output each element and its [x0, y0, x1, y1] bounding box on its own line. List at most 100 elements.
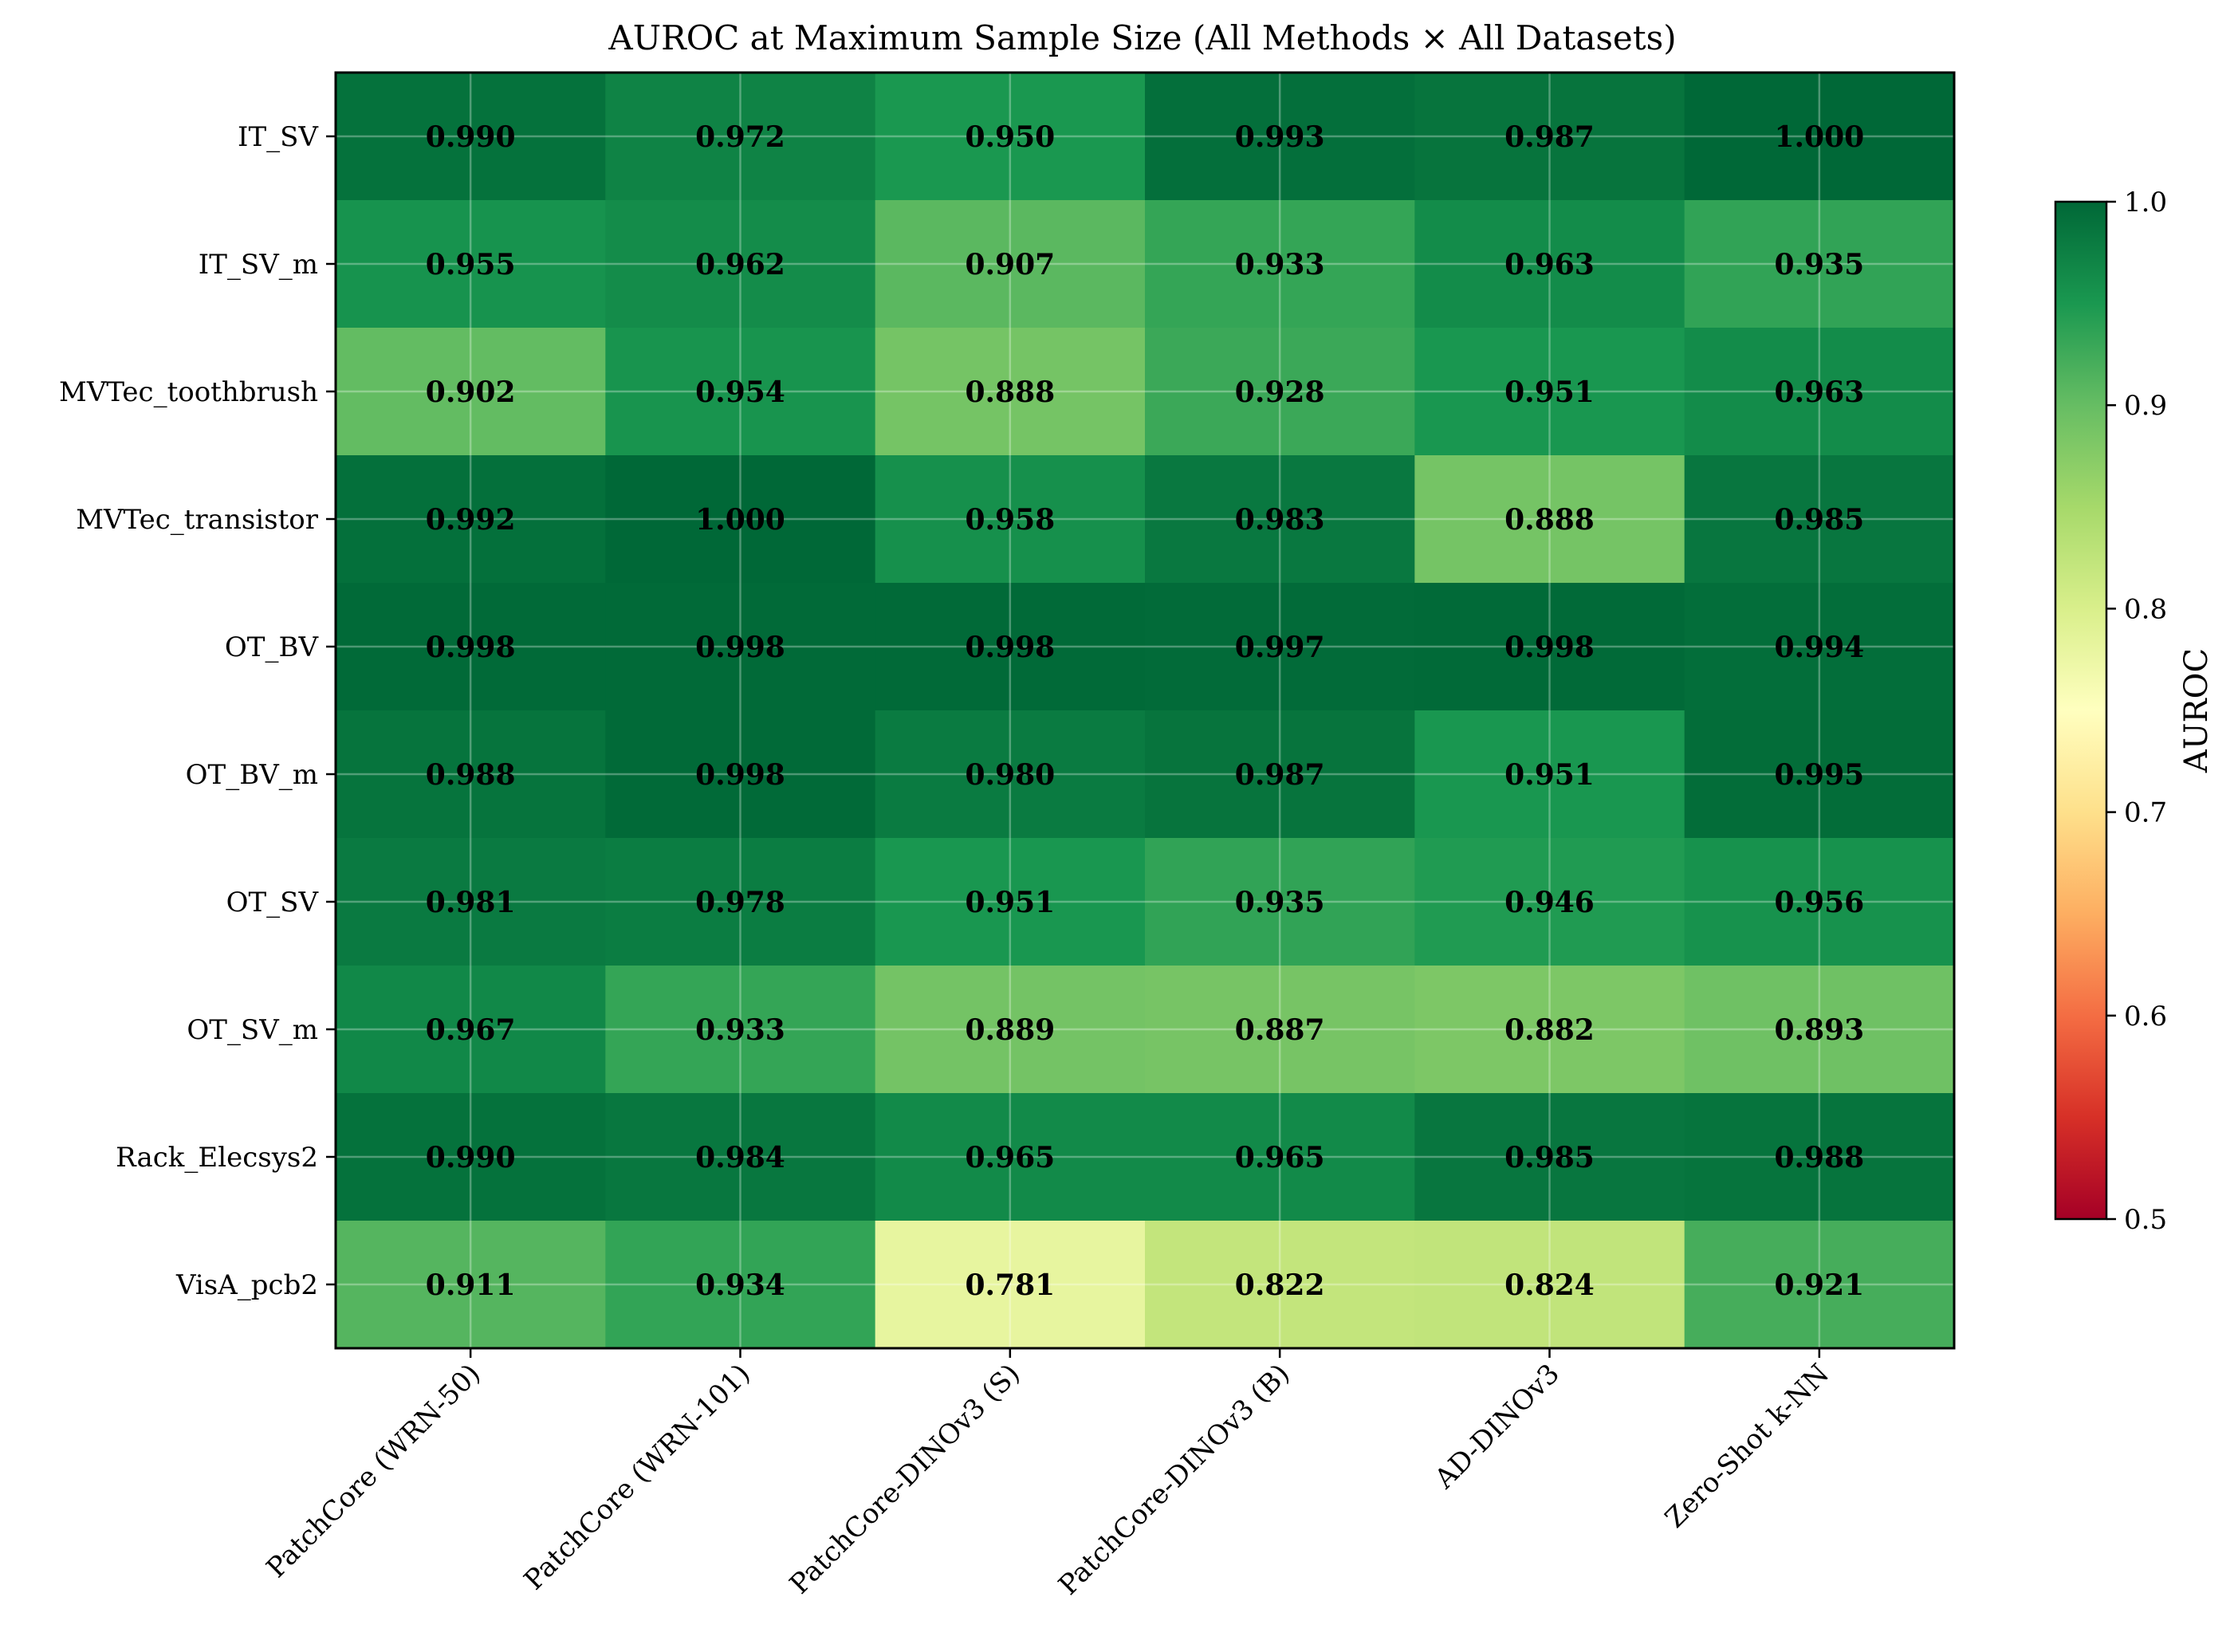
cell-value-label: 0.951	[965, 886, 1055, 919]
cell-value-label: 1.000	[1774, 120, 1864, 154]
colorbar-ticks: 0.5 0.6 0.7 0.8 0.9 1.0	[2106, 187, 2167, 1236]
cell-value-label: 0.958	[965, 503, 1055, 537]
x-tick-label: PatchCore-DINOv3 (B)	[1052, 1358, 1296, 1602]
cell-value-label: 0.965	[965, 1141, 1055, 1174]
y-tick-label: IT_SV	[238, 121, 319, 153]
colorbar-tick-label: 0.9	[2124, 390, 2167, 422]
heatmap-cell	[1684, 710, 1955, 839]
x-tick-label: Zero-Shot k-NN	[1659, 1358, 1835, 1534]
cell-value-label: 0.967	[426, 1013, 516, 1047]
y-tick-label: MVTec_toothbrush	[59, 376, 318, 408]
cell-value-label: 0.887	[1235, 1013, 1325, 1047]
cell-value-label: 0.781	[965, 1268, 1055, 1302]
cell-value-label: 0.893	[1774, 1013, 1864, 1047]
heatmap-cell	[336, 966, 606, 1094]
colorbar-tick-label: 0.7	[2124, 797, 2167, 829]
heatmap-cell	[875, 710, 1146, 839]
cell-value-labels: 0.990 0.972 0.950 0.993 0.987 1.000 0.955 0.962…	[426, 120, 1864, 1302]
plot-frame	[334, 71, 1956, 1350]
heatmap-cell	[605, 710, 876, 839]
cell-value-label: 0.907	[965, 248, 1055, 281]
heatmap-cell	[1414, 1093, 1685, 1221]
cell-value-label: 0.990	[426, 120, 516, 154]
cell-value-label: 0.889	[965, 1013, 1055, 1047]
heatmap-cell	[605, 1221, 876, 1349]
cell-value-label: 0.888	[965, 376, 1055, 409]
heatmap-cell	[1145, 1221, 1415, 1349]
cell-value-label: 0.995	[1774, 758, 1864, 792]
heatmap-cell	[1145, 73, 1415, 201]
heatmap-cell	[1684, 328, 1955, 456]
cell-value-label: 0.981	[426, 886, 516, 919]
cell-value-label: 0.963	[1504, 248, 1595, 281]
heatmap-cell	[1145, 710, 1415, 839]
heatmap-cell	[1684, 838, 1955, 966]
cell-value-label: 0.988	[1774, 1141, 1864, 1174]
y-tick-label: IT_SV_m	[199, 249, 318, 281]
heatmap-cell	[1684, 1221, 1955, 1349]
heatmap-cell	[336, 838, 606, 966]
heatmap-cell	[1684, 200, 1955, 328]
cell-value-label: 0.882	[1504, 1013, 1595, 1047]
cell-value-label: 0.988	[426, 758, 516, 792]
heatmap-cell	[875, 73, 1146, 201]
heatmap-cell	[1145, 328, 1415, 456]
heatmap-cell	[1414, 200, 1685, 328]
heatmap-cell	[1145, 966, 1415, 1094]
heatmap-cell	[1145, 455, 1415, 584]
cell-value-label: 0.822	[1235, 1268, 1325, 1302]
heatmap-cell	[1145, 1093, 1415, 1221]
cell-value-label: 0.928	[1235, 376, 1325, 409]
heatmap-cell	[1414, 73, 1685, 201]
x-axis: PatchCore (WRN-50) PatchCore (WRN-101) Pat…	[261, 1348, 1835, 1602]
y-tick-label: Rack_Elecsys2	[116, 1142, 318, 1174]
colorbar-tick-label: 0.5	[2124, 1204, 2167, 1236]
heatmap-cell	[1684, 583, 1955, 711]
heatmap-cell	[875, 966, 1146, 1094]
heatmap-cell	[1145, 200, 1415, 328]
cell-value-label: 0.962	[695, 248, 785, 281]
cell-value-label: 0.946	[1504, 886, 1595, 919]
x-tick-label: PatchCore (WRN-50)	[261, 1358, 487, 1584]
x-tick-label: AD-DINOv3	[1428, 1358, 1566, 1496]
heatmap-cell	[605, 73, 876, 201]
heatmap-cell	[1414, 966, 1685, 1094]
cell-value-label: 0.978	[695, 886, 785, 919]
heatmap-cell	[605, 583, 876, 711]
cell-value-label: 0.950	[965, 120, 1055, 154]
heatmap-cell	[1414, 455, 1685, 584]
cell-value-label: 0.902	[426, 376, 516, 409]
colorbar-tick-label: 1.0	[2124, 187, 2167, 218]
cell-value-label: 0.998	[965, 631, 1055, 664]
cell-value-label: 0.998	[1504, 631, 1595, 664]
cell-value-label: 0.984	[695, 1141, 785, 1174]
y-tick-label: OT_BV	[225, 631, 320, 663]
cell-value-label: 0.955	[426, 248, 516, 281]
heatmap-cell	[1684, 1093, 1955, 1221]
grid-lines	[336, 73, 1954, 1348]
cell-value-label: 0.921	[1774, 1268, 1864, 1302]
heatmap-cell	[1684, 73, 1955, 201]
cell-value-label: 0.956	[1774, 886, 1864, 919]
cell-value-label: 0.985	[1504, 1141, 1595, 1174]
cell-value-label: 0.987	[1504, 120, 1595, 154]
colorbar-tick-label: 0.6	[2124, 1001, 2167, 1032]
heatmap-cell	[336, 73, 606, 201]
cell-value-label: 0.824	[1504, 1268, 1595, 1302]
cell-value-label: 0.990	[426, 1141, 516, 1174]
y-tick-label: VisA_pcb2	[175, 1269, 318, 1301]
cell-value-label: 0.888	[1504, 503, 1595, 537]
heatmap-cell	[875, 838, 1146, 966]
cell-value-label: 0.933	[1235, 248, 1325, 281]
colorbar-gradient	[2054, 200, 2108, 1221]
heatmap-cell	[875, 328, 1146, 456]
y-tick-label: OT_SV	[226, 887, 320, 918]
heatmap-cell	[875, 583, 1146, 711]
heatmap-cell	[1414, 710, 1685, 839]
heatmap-cell	[605, 1093, 876, 1221]
cell-value-label: 0.911	[426, 1268, 516, 1302]
heatmap-cell	[875, 1093, 1146, 1221]
heatmap-cell	[336, 200, 606, 328]
cell-value-label: 0.980	[965, 758, 1055, 792]
x-tick-label: PatchCore (WRN-101)	[518, 1358, 757, 1596]
